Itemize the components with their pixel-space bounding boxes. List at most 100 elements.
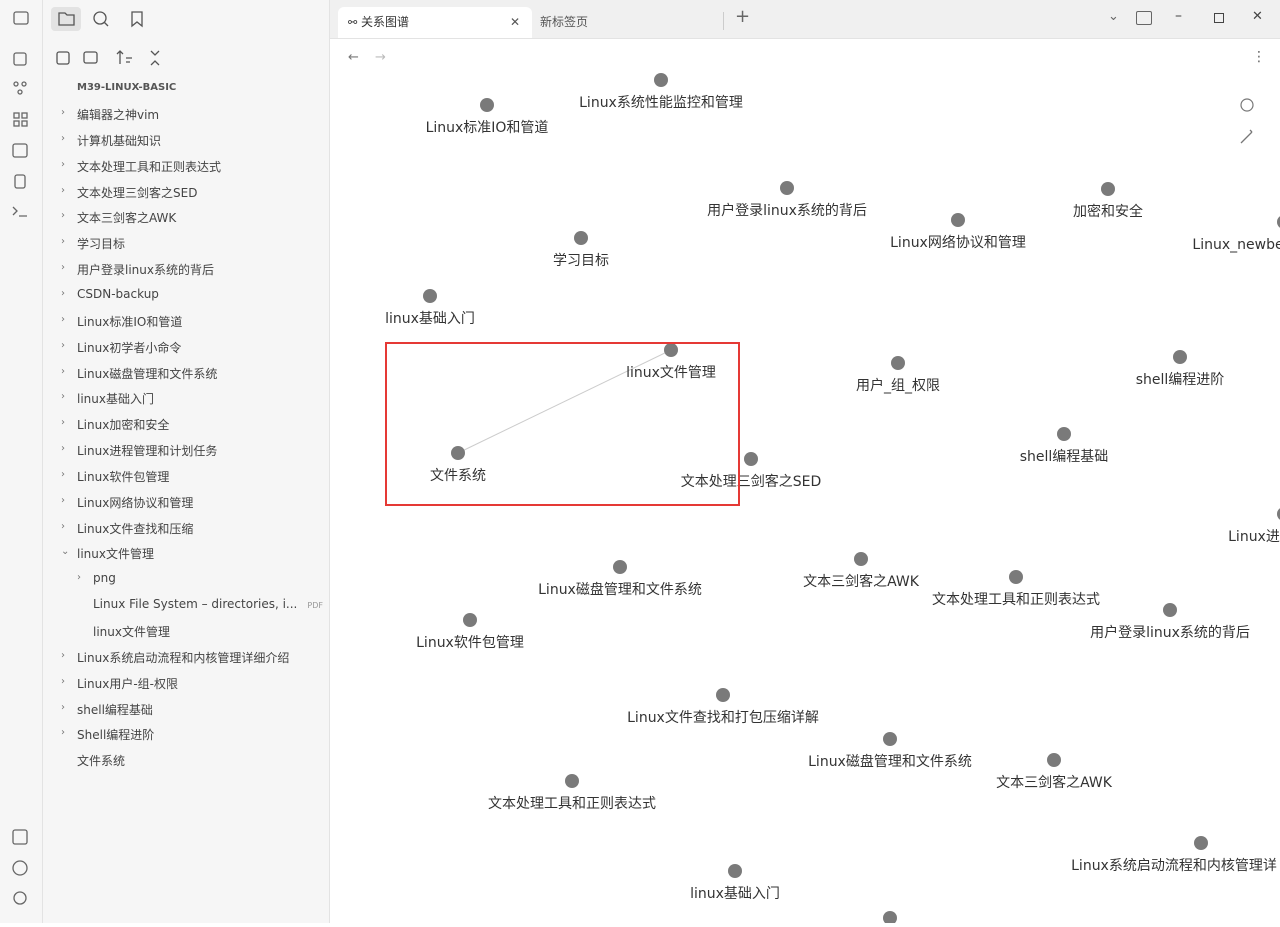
tree-item[interactable]: Linux磁盘管理和文件系统 [77,365,217,382]
vault-icon[interactable] [12,829,28,845]
tab-active[interactable]: ⚯ 关系图谱 ✕ [338,7,532,38]
tree-item[interactable]: linux文件管理 [77,545,154,562]
terminal-icon[interactable] [12,206,27,217]
graph-node[interactable] [654,73,668,87]
graph-node[interactable] [728,864,742,878]
graph-node-label[interactable]: Linux进 [1228,529,1280,545]
tree-item[interactable]: 文本处理三剑客之SED [77,184,197,201]
graph-node[interactable] [883,911,897,923]
graph-node-label[interactable]: 用户登录linux系统的背后 [707,202,867,219]
graph-node[interactable] [1057,427,1071,441]
canvas-icon[interactable] [13,112,20,119]
graph-node[interactable] [565,774,579,788]
new-folder-icon[interactable] [83,51,98,64]
chevron[interactable]: › [61,443,65,455]
tree-item[interactable]: Linux标准IO和管道 [77,313,182,330]
tree-item[interactable]: 计算机基础知识 [77,132,161,149]
templates-icon[interactable] [14,174,26,189]
back-button[interactable]: ← [348,50,359,65]
files-tab[interactable] [51,7,81,31]
graph-node-label[interactable]: Linux_newbe [1192,237,1280,253]
graph-node-label[interactable]: 文本处理工具和正则表达式 [932,592,1100,608]
tree-item[interactable]: 文本处理工具和正则表达式 [77,158,221,175]
graph-view[interactable]: ← → ⋮ Linux系统性能监控和管理 Linux标准IO和管道用户登录linu… [330,38,1280,923]
more-options[interactable]: ⋮ [1252,49,1266,65]
chevron[interactable]: › [61,417,65,429]
tree-item[interactable]: png [93,571,116,585]
daily-note-icon[interactable] [12,143,28,158]
tree-item[interactable]: Shell编程进阶 [77,726,154,743]
graph-node-label[interactable]: Linux磁盘管理和文件系统 [538,581,702,598]
chevron[interactable]: › [61,107,65,118]
tree-item[interactable]: 编辑器之神vim [77,106,159,123]
tree-item[interactable]: linux基础入门 [77,390,154,407]
tree-item[interactable]: 文件系统 [77,752,125,769]
tab[interactable]: 新标签页 [540,7,720,38]
graph-node[interactable] [951,213,965,227]
toggle-sidebar-icon[interactable] [13,11,29,25]
graph-node-label[interactable]: Linux软件包管理 [416,635,524,651]
bookmark-icon[interactable] [131,11,143,28]
animate-button[interactable] [1240,129,1253,144]
right-sidebar-toggle[interactable] [1136,11,1152,25]
tree-item[interactable]: 学习目标 [77,235,125,252]
tree-item[interactable]: linux文件管理 [93,623,170,640]
tree-item[interactable]: Linux软件包管理 [77,468,169,485]
chevron[interactable]: › [61,391,65,403]
graph-node[interactable] [854,552,868,566]
graph-node[interactable] [1194,836,1208,850]
graph-node[interactable] [574,231,588,245]
graph-node-label[interactable]: 学习目标 [553,253,609,269]
graph-node-label[interactable]: 用户_组_权限 [856,377,940,394]
chevron[interactable]: › [61,313,65,325]
minimize-button[interactable]: – [1175,8,1182,24]
tree-item[interactable]: shell编程基础 [77,701,153,718]
graph-node[interactable] [480,98,494,112]
tree-item[interactable]: CSDN-backup [77,287,159,301]
graph-node-label[interactable]: linux基础入门 [690,885,780,902]
graph-node-label[interactable]: linux文件管理 [626,365,716,381]
graph-settings[interactable] [1240,98,1254,112]
graph-node-label[interactable]: Linux标准IO和管道 [426,120,549,136]
graph-node-label[interactable]: Linux文件查找和打包压缩详解 [627,709,819,726]
chevron[interactable]: › [61,287,65,299]
graph-node[interactable] [1047,753,1061,767]
chevron[interactable]: › [61,520,65,532]
tree-item[interactable]: Linux加密和安全 [77,416,169,433]
chevron[interactable]: › [61,158,65,170]
chevron[interactable]: › [61,675,65,687]
graph-node-label[interactable]: 加密和安全 [1073,203,1143,220]
graph-node-label[interactable]: 文本三剑客之AWK [996,774,1113,791]
tree-item[interactable]: Linux初学者小命令 [77,339,181,356]
tab-close[interactable]: ✕ [509,15,520,29]
graph-node[interactable] [1009,570,1023,584]
graph-node-label[interactable]: 文件系统 [430,468,486,484]
chevron[interactable]: › [61,701,65,713]
graph-node-label[interactable]: linux基础入门 [385,310,475,327]
chevron[interactable]: › [61,184,65,196]
chevron[interactable]: › [61,236,65,248]
graph-node-label[interactable]: 文本三剑客之AWK [803,573,920,590]
graph-node[interactable] [423,289,437,303]
tree-item[interactable]: Linux文件查找和压缩 [77,520,193,537]
tab-list-button[interactable]: ⌄ [1108,9,1119,24]
graph-node-label[interactable]: 文本处理工具和正则表达式 [488,796,656,812]
forward-button[interactable]: → [375,50,386,65]
help-icon[interactable] [12,860,28,876]
graph-node[interactable] [451,446,465,460]
collapse-icon[interactable] [150,50,160,66]
new-tab-button[interactable]: + [735,6,751,27]
tree-item[interactable]: Linux进程管理和计划任务 [77,442,217,459]
sort-icon[interactable] [116,50,132,64]
chevron[interactable]: › [61,468,65,480]
graph-node-label[interactable]: Linux系统性能监控和管理 [579,95,743,111]
tree-item[interactable]: Linux系统启动流程和内核管理详细介绍 [77,649,289,666]
tree-item[interactable]: Linux File System – directories, i... PDF [93,597,323,611]
graph-node[interactable] [883,732,897,746]
tree-item[interactable]: 用户登录linux系统的背后 [77,261,214,278]
chevron[interactable]: › [61,132,65,144]
graph-node[interactable] [1277,215,1280,229]
chevron[interactable]: › [61,210,65,222]
tree-item[interactable]: Linux用户-组-权限 [77,675,178,692]
graph-node[interactable] [780,181,794,195]
